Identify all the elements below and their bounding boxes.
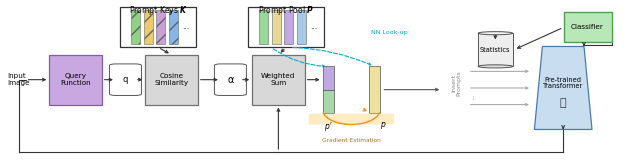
Bar (564, 12, 612, 42)
Text: Statistics: Statistics (480, 47, 511, 53)
Text: Weighted
Sum: Weighted Sum (261, 73, 296, 86)
Text: Input
Image: Input Image (8, 73, 30, 86)
Bar (144, 10, 153, 44)
Text: $p$: $p$ (380, 120, 387, 130)
Text: q: q (123, 75, 128, 84)
Bar (478, 33, 513, 66)
Text: Pre-trained
Transformer: Pre-trained Transformer (543, 77, 583, 89)
Text: Classifier: Classifier (571, 24, 604, 30)
Text: ...: ... (310, 22, 317, 32)
Bar (49, 55, 102, 105)
Text: Query
Function: Query Function (60, 73, 91, 86)
Polygon shape (534, 46, 592, 129)
Bar (284, 10, 293, 44)
Text: $p'$: $p'$ (324, 120, 333, 132)
FancyBboxPatch shape (214, 64, 246, 95)
Text: Cosine
Similarity: Cosine Similarity (154, 73, 189, 86)
Bar (259, 10, 268, 44)
Text: Prompt Keys $\boldsymbol{K}$: Prompt Keys $\boldsymbol{K}$ (129, 4, 188, 17)
Bar (145, 55, 198, 105)
Ellipse shape (478, 65, 513, 68)
Bar (323, 90, 334, 113)
Bar (323, 66, 334, 90)
Bar (156, 10, 165, 44)
Bar (297, 10, 306, 44)
Bar (131, 10, 140, 44)
Bar (252, 55, 305, 105)
Text: ...: ... (469, 93, 476, 100)
Ellipse shape (478, 32, 513, 35)
Text: Gradient Estimation: Gradient Estimation (322, 138, 381, 143)
Text: Insert
Prompts: Insert Prompts (451, 70, 461, 96)
Text: Prompt Pool $\boldsymbol{P}$: Prompt Pool $\boldsymbol{P}$ (258, 4, 314, 17)
FancyBboxPatch shape (308, 114, 394, 124)
Text: ...: ... (182, 22, 189, 32)
Text: NN Look-up: NN Look-up (371, 30, 408, 35)
Text: α: α (227, 75, 234, 85)
Bar (169, 10, 178, 44)
Bar (369, 66, 380, 113)
Text: ⚿: ⚿ (560, 98, 566, 108)
FancyBboxPatch shape (109, 64, 141, 95)
Bar (272, 10, 281, 44)
Bar (120, 7, 196, 47)
Bar (248, 7, 324, 47)
